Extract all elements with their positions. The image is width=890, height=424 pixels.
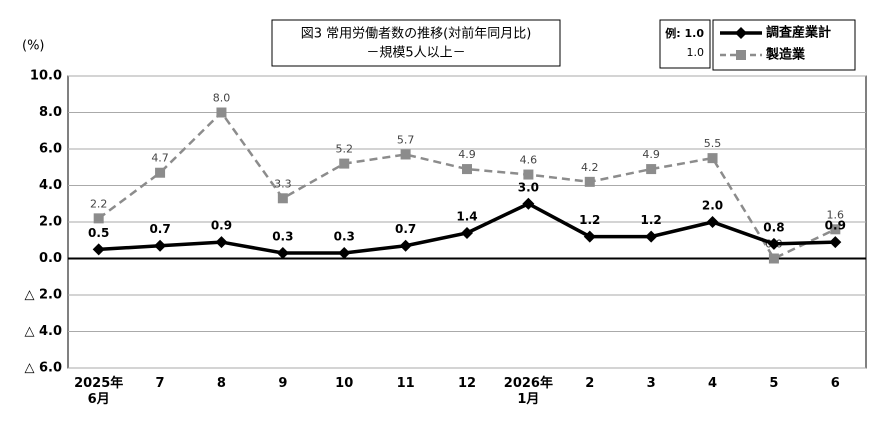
y-tick-label: 0.0 xyxy=(39,251,62,266)
x-tick-label: 2 xyxy=(585,376,595,391)
x-tick-label: 4 xyxy=(708,376,718,391)
legend-marker xyxy=(736,50,746,60)
point xyxy=(462,164,472,175)
point xyxy=(767,237,780,250)
y-tick-label: 10.0 xyxy=(30,69,62,84)
point xyxy=(338,247,351,260)
data-label: 0.9 xyxy=(211,219,232,233)
x-tick-label: 2025年 6月 xyxy=(74,376,124,407)
legend-label: 製造業 xyxy=(765,47,806,63)
legend-marker xyxy=(735,27,747,39)
point xyxy=(276,247,289,260)
x-tick-label: 5 xyxy=(769,376,779,391)
y-axis-label: (%) xyxy=(22,39,45,54)
data-label: 1.6 xyxy=(827,208,845,221)
note-bold: 例: 1.0 xyxy=(665,26,704,40)
data-label: 0.8 xyxy=(763,220,784,234)
data-label: 4.2 xyxy=(581,161,599,174)
point xyxy=(400,149,411,160)
point xyxy=(215,236,228,249)
point xyxy=(768,253,779,264)
x-tick-label: 3 xyxy=(646,376,656,391)
data-label: 0.5 xyxy=(88,226,109,240)
note-normal: 1.0 xyxy=(687,46,705,59)
point xyxy=(399,239,412,252)
point xyxy=(154,239,167,252)
data-label: 5.2 xyxy=(335,143,353,156)
data-label: 2.0 xyxy=(702,199,723,213)
point xyxy=(277,193,288,204)
data-label: 0.9 xyxy=(825,219,846,233)
y-tick-label: △ 6.0 xyxy=(24,361,62,376)
data-label: 4.9 xyxy=(458,148,476,161)
chart-subtitle: －規模5人以上－ xyxy=(366,46,465,61)
point xyxy=(155,167,166,178)
data-label: 1.4 xyxy=(456,209,477,223)
data-label: 0.3 xyxy=(272,230,293,244)
data-label: 1.2 xyxy=(641,213,662,227)
point xyxy=(707,153,718,164)
y-tick-label: △ 2.0 xyxy=(24,288,62,303)
x-tick-label: 12 xyxy=(457,376,477,391)
point xyxy=(646,164,657,175)
point xyxy=(645,230,658,243)
title-box xyxy=(271,19,561,67)
x-tick-label: 9 xyxy=(278,376,288,391)
chart-title: 図3 常用労働者数の推移(対前年同月比) xyxy=(301,26,532,42)
y-tick-label: △ 4.0 xyxy=(24,324,62,339)
data-label: 5.5 xyxy=(704,137,722,150)
y-tick-label: 2.0 xyxy=(39,215,62,230)
point xyxy=(584,176,595,187)
data-label: 2.2 xyxy=(90,197,108,210)
data-label: 0.7 xyxy=(395,222,416,236)
data-label: 4.9 xyxy=(642,148,660,161)
note-box xyxy=(659,19,711,69)
x-tick-label: 7 xyxy=(155,376,165,391)
y-tick-label: 6.0 xyxy=(39,142,62,157)
data-label: 8.0 xyxy=(213,92,231,105)
data-label: 3.3 xyxy=(274,177,292,190)
point xyxy=(829,236,842,249)
x-tick-label: 10 xyxy=(335,376,354,391)
point xyxy=(339,158,350,169)
point xyxy=(830,224,841,235)
y-tick-label: 4.0 xyxy=(39,178,62,193)
point xyxy=(706,216,719,228)
point xyxy=(522,197,535,210)
point xyxy=(93,213,104,224)
legend-box xyxy=(712,19,856,71)
point xyxy=(583,230,596,243)
point xyxy=(461,226,473,239)
data-label: 0.7 xyxy=(149,222,170,236)
data-label: 4.7 xyxy=(151,152,169,165)
data-label: 5.7 xyxy=(397,133,415,146)
point xyxy=(523,169,534,180)
data-label: 1.2 xyxy=(579,213,600,227)
x-tick-label: 8 xyxy=(216,376,226,391)
x-tick-label: 6 xyxy=(830,376,840,391)
x-tick-label: 11 xyxy=(396,376,415,391)
point xyxy=(92,243,105,256)
data-label: 0.3 xyxy=(334,230,355,244)
data-label: 4.6 xyxy=(520,154,538,167)
point xyxy=(216,107,227,118)
data-label: 3.0 xyxy=(518,180,539,194)
x-tick-label: 2026年 1月 xyxy=(503,376,553,407)
legend-label: 調査産業計 xyxy=(766,25,831,41)
y-tick-label: 8.0 xyxy=(39,105,62,120)
